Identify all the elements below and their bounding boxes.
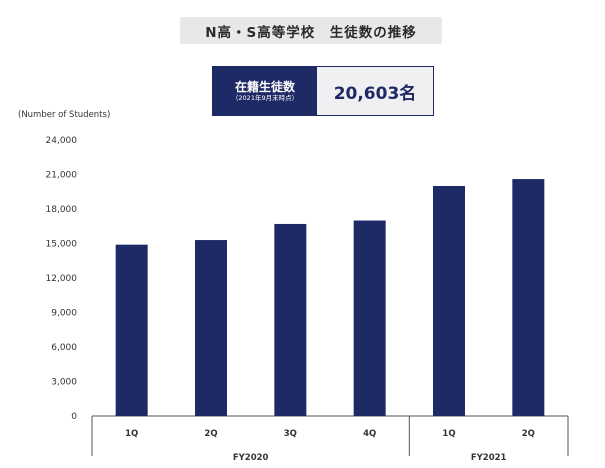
enrollment-kpi: 在籍生徒数 （2021年9月末時点） 20,603名 xyxy=(212,66,434,116)
kpi-label: 在籍生徒数 xyxy=(234,79,295,94)
x-group-label: FY2021 xyxy=(471,453,507,463)
x-category-label: 1Q xyxy=(125,429,138,439)
y-tick-label: 12,000 xyxy=(46,274,78,284)
chart-title: N高・S高等学校 生徒数の推移 xyxy=(180,17,442,44)
bar xyxy=(115,244,148,416)
y-tick-label: 24,000 xyxy=(46,136,78,146)
y-axis-unit-label: (Number of Students) xyxy=(18,110,111,120)
bar xyxy=(433,186,465,416)
bar xyxy=(274,223,307,416)
x-category-label: 4Q xyxy=(363,429,376,439)
y-tick-label: 18,000 xyxy=(46,205,78,215)
y-tick-label: 9,000 xyxy=(51,309,77,319)
bar xyxy=(195,240,227,416)
y-tick-label: 21,000 xyxy=(46,171,78,181)
x-category-label: 2Q xyxy=(522,429,535,439)
x-category-label: 1Q xyxy=(442,429,455,439)
bar xyxy=(512,179,545,416)
kpi-sublabel: （2021年9月末時点） xyxy=(231,93,299,102)
bar xyxy=(353,220,386,416)
x-category-label: 2Q xyxy=(204,429,217,439)
kpi-value: 20,603名 xyxy=(317,67,433,115)
y-tick-label: 3,000 xyxy=(51,378,77,388)
x-group-label: FY2020 xyxy=(233,453,269,463)
y-tick-label: 15,000 xyxy=(46,240,78,250)
y-tick-label: 6,000 xyxy=(51,343,77,353)
kpi-label-box: 在籍生徒数 （2021年9月末時点） xyxy=(213,67,317,115)
y-tick-label: 0 xyxy=(71,412,77,422)
x-category-label: 3Q xyxy=(284,429,297,439)
